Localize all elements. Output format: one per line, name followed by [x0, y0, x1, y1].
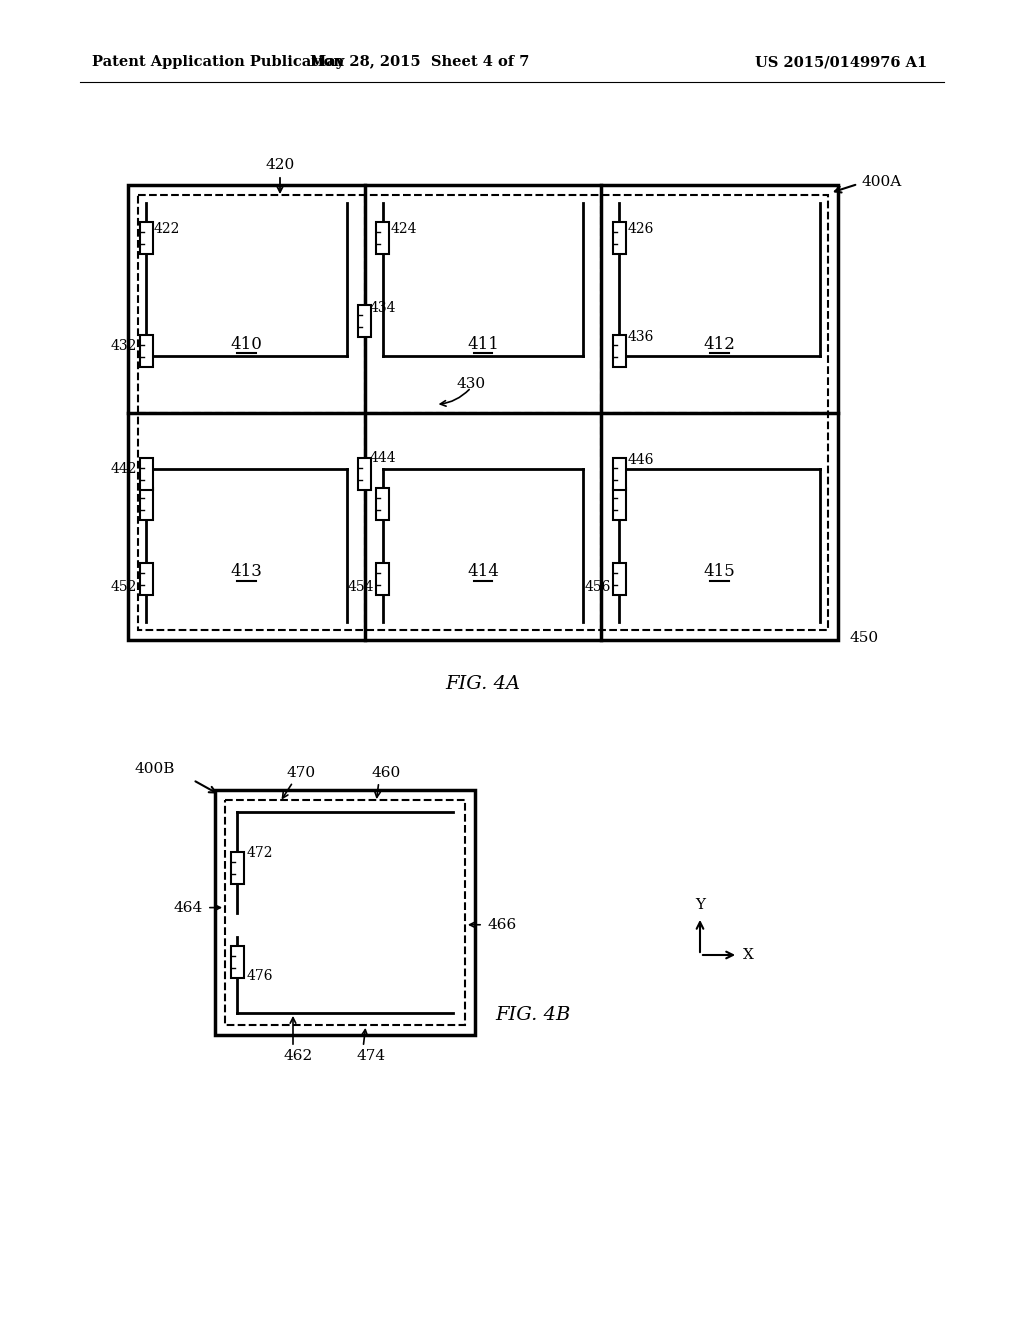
Bar — [128, 185, 838, 640]
Bar — [376, 562, 389, 594]
Bar — [612, 458, 626, 490]
Text: 415: 415 — [703, 564, 735, 581]
Text: 460: 460 — [372, 766, 401, 780]
Text: 414: 414 — [467, 564, 499, 581]
Text: 426: 426 — [628, 222, 653, 236]
Text: 476: 476 — [247, 969, 273, 983]
Text: 400A: 400A — [862, 176, 902, 189]
Bar — [225, 800, 465, 1026]
Text: 420: 420 — [265, 158, 295, 172]
Text: 464: 464 — [174, 900, 203, 915]
Bar — [358, 458, 371, 490]
Text: Patent Application Publication: Patent Application Publication — [92, 55, 344, 69]
Bar — [376, 488, 389, 520]
Text: 410: 410 — [230, 335, 262, 352]
Text: 474: 474 — [356, 1049, 386, 1063]
Text: 470: 470 — [287, 766, 315, 780]
Bar — [230, 853, 244, 884]
Text: 411: 411 — [467, 335, 499, 352]
Text: 446: 446 — [628, 453, 654, 467]
Text: 452: 452 — [111, 579, 137, 594]
Bar — [215, 789, 475, 1035]
Bar — [139, 458, 153, 490]
Text: 434: 434 — [370, 301, 396, 314]
Text: 466: 466 — [487, 917, 516, 932]
Text: 424: 424 — [391, 222, 417, 236]
Text: 444: 444 — [370, 451, 396, 465]
Text: 436: 436 — [628, 330, 653, 345]
Text: 442: 442 — [111, 462, 137, 477]
Bar — [138, 195, 828, 630]
Bar — [612, 488, 626, 520]
Bar — [612, 222, 626, 253]
Bar — [358, 305, 371, 337]
Bar — [612, 562, 626, 594]
Text: 412: 412 — [703, 335, 735, 352]
Bar — [612, 335, 626, 367]
Text: Y: Y — [695, 898, 705, 912]
Bar — [139, 335, 153, 367]
Bar — [139, 562, 153, 594]
Text: FIG. 4A: FIG. 4A — [445, 675, 520, 693]
Text: 413: 413 — [230, 564, 262, 581]
Text: 462: 462 — [284, 1049, 312, 1063]
Bar — [139, 488, 153, 520]
Text: 472: 472 — [247, 846, 273, 861]
Bar — [376, 222, 389, 253]
Text: X: X — [743, 948, 754, 962]
Text: 432: 432 — [111, 339, 137, 352]
Text: May 28, 2015  Sheet 4 of 7: May 28, 2015 Sheet 4 of 7 — [310, 55, 529, 69]
Bar — [230, 945, 244, 978]
Text: 450: 450 — [850, 631, 880, 645]
Text: 430: 430 — [457, 378, 485, 392]
Text: US 2015/0149976 A1: US 2015/0149976 A1 — [755, 55, 928, 69]
Bar — [139, 222, 153, 253]
Text: 454: 454 — [348, 579, 374, 594]
Text: 400B: 400B — [134, 762, 175, 776]
Text: 422: 422 — [154, 222, 180, 236]
Text: 456: 456 — [585, 579, 610, 594]
Text: FIG. 4B: FIG. 4B — [495, 1006, 570, 1024]
